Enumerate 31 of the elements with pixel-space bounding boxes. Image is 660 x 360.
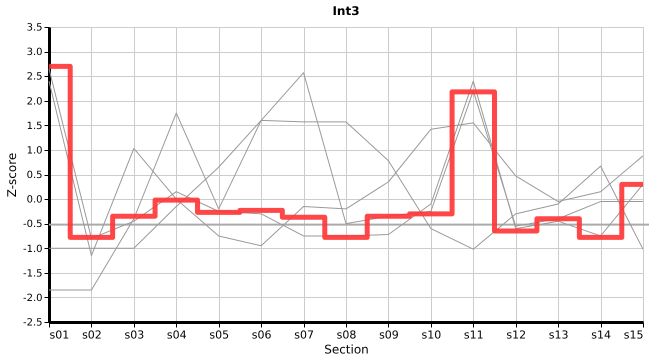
x-tick-label: s05 bbox=[209, 328, 230, 342]
x-tick-label: s06 bbox=[252, 328, 272, 342]
x-tick-label: s09 bbox=[379, 328, 399, 342]
y-tick-label: 2.5 bbox=[26, 72, 42, 83]
x-tick-label: s13 bbox=[548, 328, 569, 342]
y-tick-label: -0.5 bbox=[22, 219, 42, 230]
y-tick-label: -1.5 bbox=[22, 268, 42, 280]
y-tick-label: 1.0 bbox=[26, 145, 42, 156]
chart-title: Int3 bbox=[332, 4, 360, 18]
x-axis-title: Section bbox=[324, 342, 369, 356]
y-tick-label: 0.5 bbox=[26, 170, 42, 181]
x-tick-label: s07 bbox=[294, 328, 314, 342]
x-tick-label: s10 bbox=[421, 328, 442, 342]
y-tick-label: 1.5 bbox=[26, 120, 42, 132]
y-axis-title: Z-score bbox=[4, 152, 19, 198]
y-tick-label: -2.5 bbox=[22, 318, 42, 328]
x-tick-label: s11 bbox=[464, 328, 484, 342]
y-tick-label: 0.0 bbox=[26, 194, 42, 206]
y-tick-label: -2.0 bbox=[22, 292, 42, 304]
x-tick-label: s08 bbox=[336, 328, 356, 342]
x-tick-label: s02 bbox=[82, 328, 102, 342]
y-tick-label: 3.5 bbox=[26, 22, 42, 34]
x-tick-label: s01 bbox=[50, 328, 70, 342]
x-tick-label: s12 bbox=[506, 328, 526, 342]
x-tick-label: s15 bbox=[624, 328, 644, 342]
y-tick-label: 3.0 bbox=[26, 47, 42, 58]
x-tick-label: s04 bbox=[166, 328, 187, 342]
y-tick-label: -1.0 bbox=[22, 244, 42, 255]
x-tick-label: s03 bbox=[124, 328, 144, 342]
y-tick-label: 2.0 bbox=[26, 96, 42, 108]
x-tick-label: s14 bbox=[591, 328, 611, 342]
